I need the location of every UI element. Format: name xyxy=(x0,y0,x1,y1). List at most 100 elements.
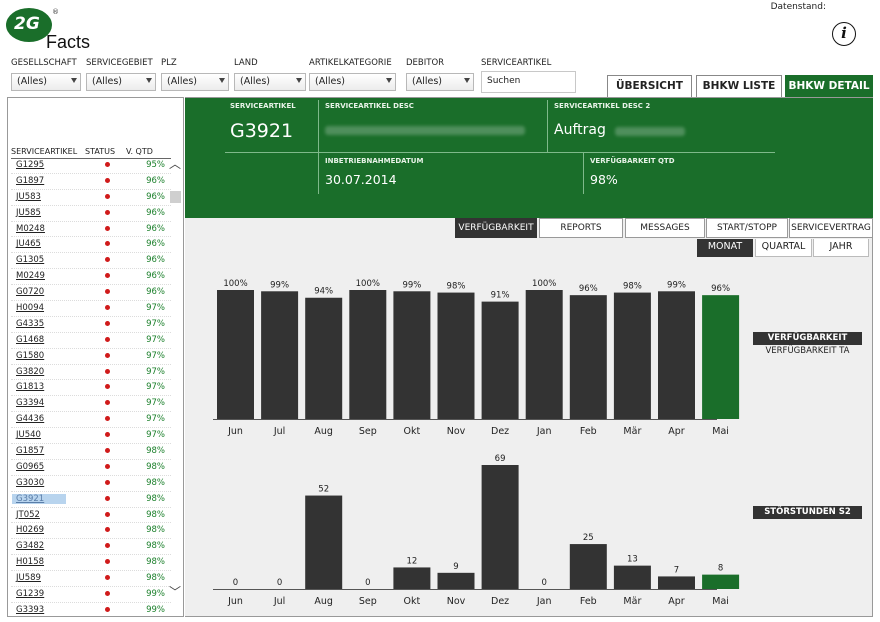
list-item[interactable]: G3921 98% xyxy=(11,492,171,508)
serviceartikel-link[interactable]: G4335 xyxy=(16,318,45,329)
scroll-down-icon[interactable]: ﹀ xyxy=(169,585,182,599)
period-tab-2[interactable]: JAHR xyxy=(813,239,869,257)
serviceartikel-link[interactable]: JU583 xyxy=(16,191,41,202)
list-item[interactable]: G3820 97% xyxy=(11,365,171,381)
bar-Nov[interactable] xyxy=(437,292,475,419)
serviceartikel-link[interactable]: G1813 xyxy=(16,382,45,393)
bar-Feb[interactable] xyxy=(569,544,607,589)
bar-Jun[interactable] xyxy=(217,290,254,419)
list-item[interactable]: G1295 95% xyxy=(11,158,171,174)
list-item[interactable]: G4436 97% xyxy=(11,412,171,429)
list-item[interactable]: H0269 98% xyxy=(11,523,171,540)
list-item[interactable]: M0248 96% xyxy=(11,222,171,238)
filter-select-0[interactable]: (Alles) xyxy=(11,73,81,91)
bar-Apr[interactable] xyxy=(658,291,695,419)
bar-Jan[interactable] xyxy=(525,290,563,419)
serviceartikel-link[interactable]: M0248 xyxy=(16,223,45,234)
scrollbar-thumb[interactable] xyxy=(170,191,181,203)
list-item[interactable]: G3393 99% xyxy=(11,603,171,616)
serviceartikel-link[interactable]: G3030 xyxy=(16,477,45,488)
bar-Mär[interactable] xyxy=(613,292,651,419)
serviceartikel-link[interactable]: G3482 xyxy=(16,541,45,552)
serviceartikel-link[interactable]: JU465 xyxy=(16,239,41,250)
bar-Nov[interactable] xyxy=(437,572,475,589)
serviceartikel-link[interactable]: JU585 xyxy=(16,207,41,218)
bar-Feb[interactable] xyxy=(569,295,607,419)
filter-select-1[interactable]: (Alles) xyxy=(86,73,156,91)
list-item[interactable]: G1468 97% xyxy=(11,333,171,349)
serviceartikel-link[interactable]: G0720 xyxy=(16,287,45,298)
list-item[interactable]: JU583 96% xyxy=(11,190,171,206)
subtab-1[interactable]: REPORTS xyxy=(539,218,623,238)
list-item[interactable]: JU589 98% xyxy=(11,571,171,588)
list-item[interactable]: H0158 98% xyxy=(11,555,171,572)
list-item[interactable]: JT052 98% xyxy=(11,508,171,524)
serviceartikel-link[interactable]: G3393 xyxy=(16,604,45,615)
subtab-0[interactable]: VERFÜGBARKEIT xyxy=(455,218,537,238)
serviceartikel-link[interactable]: JU540 xyxy=(16,430,41,441)
top-tab-1[interactable]: BHKW LISTE xyxy=(696,75,782,97)
info-icon[interactable]: i xyxy=(832,22,856,46)
filter-select-2[interactable]: (Alles) xyxy=(161,73,229,91)
list-item[interactable]: G3394 97% xyxy=(11,396,171,413)
bar-Mai[interactable] xyxy=(702,295,740,419)
top-tab-2[interactable]: BHKW DETAIL xyxy=(785,75,873,97)
serviceartikel-link[interactable]: M0249 xyxy=(16,271,45,282)
list-item[interactable]: G1580 97% xyxy=(11,349,171,365)
serviceartikel-link[interactable]: G1857 xyxy=(16,446,45,457)
subtab-4[interactable]: SERVICEVERTRAG xyxy=(789,218,873,238)
bar-Dez[interactable] xyxy=(481,301,519,419)
bar-Dez[interactable] xyxy=(481,465,519,589)
serviceartikel-link[interactable]: G4436 xyxy=(16,414,45,425)
list-item[interactable]: G3482 98% xyxy=(11,539,171,556)
serviceartikel-link[interactable]: G3820 xyxy=(16,366,45,377)
scroll-up-icon[interactable]: ︿ xyxy=(169,157,182,171)
serviceartikel-link[interactable]: G1897 xyxy=(16,175,45,186)
list-item[interactable]: JU465 96% xyxy=(11,237,171,254)
filter-select-3[interactable]: (Alles) xyxy=(234,73,306,91)
bar-Aug[interactable] xyxy=(305,495,343,589)
list-item[interactable]: M0249 96% xyxy=(11,269,171,286)
list-item[interactable]: G0965 98% xyxy=(11,460,171,476)
serviceartikel-link[interactable]: G1305 xyxy=(16,255,45,266)
bar-Mär[interactable] xyxy=(613,565,651,589)
list-item[interactable]: G1897 96% xyxy=(11,174,171,190)
column-header-status[interactable]: STATUS xyxy=(85,147,116,156)
list-item[interactable]: G1857 98% xyxy=(11,444,171,460)
serviceartikel-link[interactable]: G1295 xyxy=(16,160,45,170)
subtab-3[interactable]: START/STOPP xyxy=(706,218,788,238)
serviceartikel-link[interactable]: G3921 xyxy=(12,493,67,504)
serviceartikel-link[interactable]: H0158 xyxy=(16,557,45,568)
serviceartikel-link[interactable]: H0269 xyxy=(16,525,45,536)
bar-Okt[interactable] xyxy=(393,567,431,589)
serviceartikel-search-input[interactable]: Suchen xyxy=(481,71,576,93)
list-item[interactable]: G1239 99% xyxy=(11,587,171,603)
filter-select-4[interactable]: (Alles) xyxy=(309,73,396,91)
serviceartikel-link[interactable]: G1239 xyxy=(16,589,45,600)
list-item[interactable]: G4335 97% xyxy=(11,317,171,333)
list-item[interactable]: JU585 96% xyxy=(11,206,171,222)
list-item[interactable]: H0094 97% xyxy=(11,301,171,317)
bar-Apr[interactable] xyxy=(658,576,695,589)
filter-select-5[interactable]: (Alles) xyxy=(406,73,474,91)
bar-Sep[interactable] xyxy=(349,290,387,419)
subtab-2[interactable]: MESSAGES xyxy=(625,218,705,238)
list-item[interactable]: G1813 97% xyxy=(11,380,171,397)
serviceartikel-link[interactable]: JT052 xyxy=(16,509,40,520)
serviceartikel-link[interactable]: H0094 xyxy=(16,303,45,314)
list-item[interactable]: JU540 97% xyxy=(11,428,171,445)
list-item[interactable]: G3030 98% xyxy=(11,476,171,492)
serviceartikel-link[interactable]: G0965 xyxy=(16,461,45,472)
column-header-vqtd[interactable]: V. QTD xyxy=(126,147,153,156)
serviceartikel-link[interactable]: G1580 xyxy=(16,350,45,361)
bar-Mai[interactable] xyxy=(702,574,740,589)
list-item[interactable]: G0720 96% xyxy=(11,285,171,302)
bar-Jul[interactable] xyxy=(261,291,299,419)
period-tab-1[interactable]: QUARTAL xyxy=(755,239,812,257)
bar-Okt[interactable] xyxy=(393,291,431,419)
serviceartikel-link[interactable]: G3394 xyxy=(16,398,45,409)
period-tab-0[interactable]: MONAT xyxy=(697,239,753,257)
serviceartikel-link[interactable]: JU589 xyxy=(16,573,41,584)
serviceartikel-link[interactable]: G1468 xyxy=(16,334,45,345)
top-tab-0[interactable]: ÜBERSICHT xyxy=(607,75,692,97)
